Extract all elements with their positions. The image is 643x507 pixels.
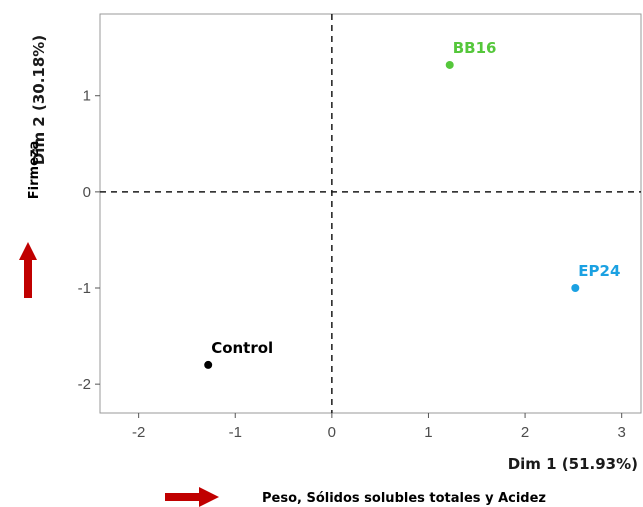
- x-tick-label: 3: [618, 424, 626, 441]
- point-ep24: [571, 284, 580, 293]
- horizontal-arrow-icon: [165, 487, 219, 507]
- y-tick-label: -1: [78, 280, 91, 297]
- firmeza-label: Firmeza: [27, 141, 42, 199]
- point-label-bb16: BB16: [453, 39, 497, 57]
- y-axis-title: Dim 2 (30.18%): [30, 35, 48, 165]
- point-label-control: Control: [211, 339, 273, 357]
- point-label-ep24: EP24: [578, 262, 620, 280]
- point-control: [204, 360, 213, 369]
- horizontal-arrow-label: Peso, Sólidos solubles totales y Acidez: [262, 491, 546, 506]
- x-tick-label: -2: [132, 424, 145, 441]
- plot-panel: [99, 13, 642, 414]
- x-tick-label: -1: [229, 424, 242, 441]
- point-bb16: [445, 60, 454, 69]
- vertical-arrow-icon: [19, 242, 37, 298]
- x-tick-label: 1: [424, 424, 432, 441]
- x-tick-label: 2: [521, 424, 529, 441]
- y-tick-label: -2: [78, 376, 91, 393]
- x-axis-title: Dim 1 (51.93%): [508, 455, 638, 473]
- x-tick-label: 0: [328, 424, 336, 441]
- y-tick-label: 0: [83, 184, 91, 201]
- y-tick-label: 1: [83, 88, 91, 105]
